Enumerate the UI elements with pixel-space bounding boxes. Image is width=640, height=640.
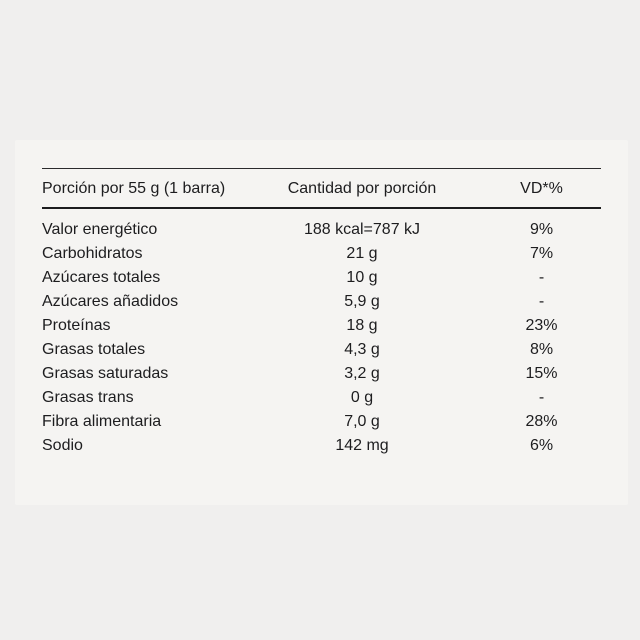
table-row: Grasas totales 4,3 g 8% (42, 338, 601, 362)
table-row: Azúcares totales 10 g - (42, 266, 601, 290)
table-row: Proteínas 18 g 23% (42, 314, 601, 338)
nutrition-table-header: Porción por 55 g (1 barra) Cantidad por … (42, 168, 601, 209)
nutrient-amount: 0 g (350, 389, 374, 406)
nutrient-amount: 21 g (346, 245, 378, 262)
nutrient-amount: 142 mg (335, 437, 389, 454)
nutrient-name: Grasas totales (42, 341, 146, 358)
table-row: Sodio 142 mg 6% (42, 434, 601, 458)
nutrient-name: Valor energético (42, 221, 158, 238)
nutrient-daily-value: 23% (525, 317, 558, 334)
header-daily-value: VD*% (520, 180, 563, 197)
nutrient-daily-value: 7% (529, 245, 554, 262)
nutrient-amount: 3,2 g (344, 365, 380, 382)
nutrient-amount: 18 g (346, 317, 378, 334)
nutrient-daily-value: - (538, 293, 545, 310)
nutrient-name: Carbohidratos (42, 245, 143, 262)
nutrition-card: Porción por 55 g (1 barra) Cantidad por … (15, 140, 628, 505)
header-amount-per-serving: Cantidad por porción (287, 180, 437, 197)
nutrient-daily-value: 15% (525, 365, 558, 382)
nutrient-daily-value: 9% (529, 221, 554, 238)
nutrient-name: Grasas saturadas (42, 365, 169, 382)
nutrient-daily-value: 6% (529, 437, 554, 454)
table-row: Grasas trans 0 g - (42, 386, 601, 410)
nutrient-daily-value: 28% (525, 413, 558, 430)
nutrition-rows: Valor energético 188 kcal=787 kJ 9% Carb… (42, 209, 601, 458)
header-serving: Porción por 55 g (1 barra) (42, 180, 226, 197)
nutrition-table: Porción por 55 g (1 barra) Cantidad por … (42, 168, 601, 458)
nutrient-name: Fibra alimentaria (42, 413, 162, 430)
nutrient-name: Azúcares totales (42, 269, 161, 286)
table-row: Fibra alimentaria 7,0 g 28% (42, 410, 601, 434)
nutrient-daily-value: - (538, 389, 545, 406)
table-row: Azúcares añadidos 5,9 g - (42, 290, 601, 314)
nutrient-amount: 5,9 g (344, 293, 380, 310)
table-row: Valor energético 188 kcal=787 kJ 9% (42, 218, 601, 242)
nutrient-amount: 188 kcal=787 kJ (303, 221, 421, 238)
nutrient-name: Proteínas (42, 317, 111, 334)
nutrient-amount: 4,3 g (344, 341, 380, 358)
table-row: Carbohidratos 21 g 7% (42, 242, 601, 266)
nutrient-name: Sodio (42, 437, 83, 454)
nutrient-daily-value: - (538, 269, 545, 286)
nutrient-name: Grasas trans (42, 389, 134, 406)
table-row: Grasas saturadas 3,2 g 15% (42, 362, 601, 386)
nutrient-amount: 10 g (346, 269, 378, 286)
nutrient-daily-value: 8% (529, 341, 554, 358)
nutrient-name: Azúcares añadidos (42, 293, 179, 310)
nutrient-amount: 7,0 g (344, 413, 380, 430)
